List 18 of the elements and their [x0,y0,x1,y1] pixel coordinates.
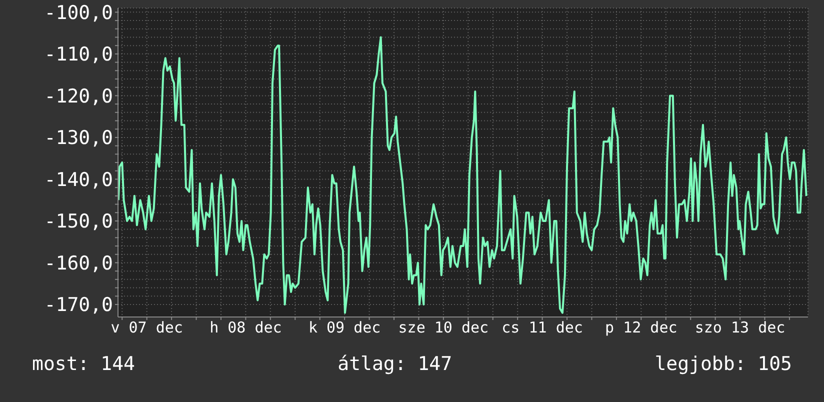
x-tick-label: cs 11 dec [502,318,583,337]
x-tick-label: szo 13 dec [694,318,786,337]
y-tick-label: -110,0 [44,44,113,66]
y-tick-label: -140,0 [44,168,113,191]
y-tick-label: -150,0 [44,210,113,233]
text: legjobb: 105 [654,353,792,375]
y-tick-label: -170,0 [44,294,113,316]
y-tick-label: -130,0 [44,127,113,150]
x-tick-label: h 08 dec [210,318,282,337]
x-tick-label: sze 10 dec [398,318,489,337]
y-tick-label: -100,0 [44,2,113,24]
text: most: 144 [32,353,135,375]
y-tick-label: -160,0 [44,252,113,274]
x-tick-label: v 07 dec [110,318,183,337]
y-tick-label: -120,0 [44,85,113,108]
x-tick-label: k 09 dec [308,318,381,337]
x-tick-label: p 12 dec [605,318,678,337]
text: átlag: 147 [338,353,452,375]
